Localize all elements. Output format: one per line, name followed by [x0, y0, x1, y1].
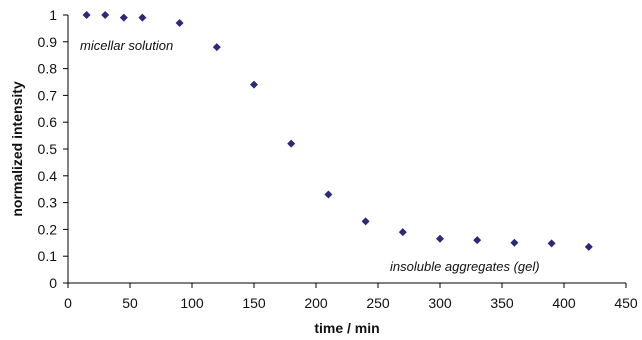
data-point: [324, 190, 333, 199]
x-tick-label: 450: [614, 295, 638, 311]
data-point: [175, 19, 184, 28]
data-point: [547, 239, 556, 248]
y-axis-title: normalized intensity: [9, 81, 25, 217]
y-tick-label: 0.7: [38, 87, 58, 103]
data-point: [584, 242, 593, 251]
x-tick-label: 250: [366, 295, 390, 311]
x-tick-label: 400: [552, 295, 576, 311]
x-tick-label: 300: [428, 295, 452, 311]
x-tick-group: 0 50 100 150 200 250 300 350 400 450: [64, 283, 638, 311]
annotation-micellar-solution: micellar solution: [80, 38, 173, 53]
x-tick-label: 0: [64, 295, 72, 311]
data-point: [101, 11, 110, 19]
data-point: [82, 11, 91, 19]
data-point: [398, 228, 407, 237]
data-point: [436, 234, 444, 243]
y-tick-label: 0.3: [38, 195, 58, 211]
y-tick-group: 0 0.1 0.2 0.3 0.4 0.5 0.6 0.7 0.8 0.9 1: [38, 7, 68, 291]
data-point: [287, 139, 296, 148]
data-point: [473, 236, 482, 245]
x-tick-label: 100: [180, 295, 204, 311]
x-tick-label: 150: [242, 295, 266, 311]
data-point-group: [82, 11, 593, 251]
data-point: [138, 13, 147, 22]
data-point: [510, 238, 519, 247]
x-tick-label: 50: [122, 295, 138, 311]
data-point: [119, 13, 128, 22]
x-tick-label: 350: [490, 295, 514, 311]
x-axis-title: time / min: [314, 320, 379, 336]
y-tick-label: 0.4: [38, 168, 58, 184]
y-tick-label: 0.1: [38, 248, 58, 264]
data-point: [250, 80, 258, 89]
y-tick-label: 0.5: [38, 141, 58, 157]
y-tick-label: 0: [49, 275, 57, 291]
x-tick-label: 200: [304, 295, 328, 311]
chart-axes: [67, 15, 626, 284]
y-tick-label: 1: [49, 7, 57, 23]
annotation-insoluble-aggregates: insoluble aggregates (gel): [390, 259, 540, 274]
data-point: [361, 217, 370, 226]
data-point: [212, 43, 221, 52]
y-tick-label: 0.2: [38, 221, 58, 237]
y-tick-label: 0.6: [38, 114, 58, 130]
y-tick-label: 0.8: [38, 61, 58, 77]
y-tick-label: 0.9: [38, 34, 58, 50]
